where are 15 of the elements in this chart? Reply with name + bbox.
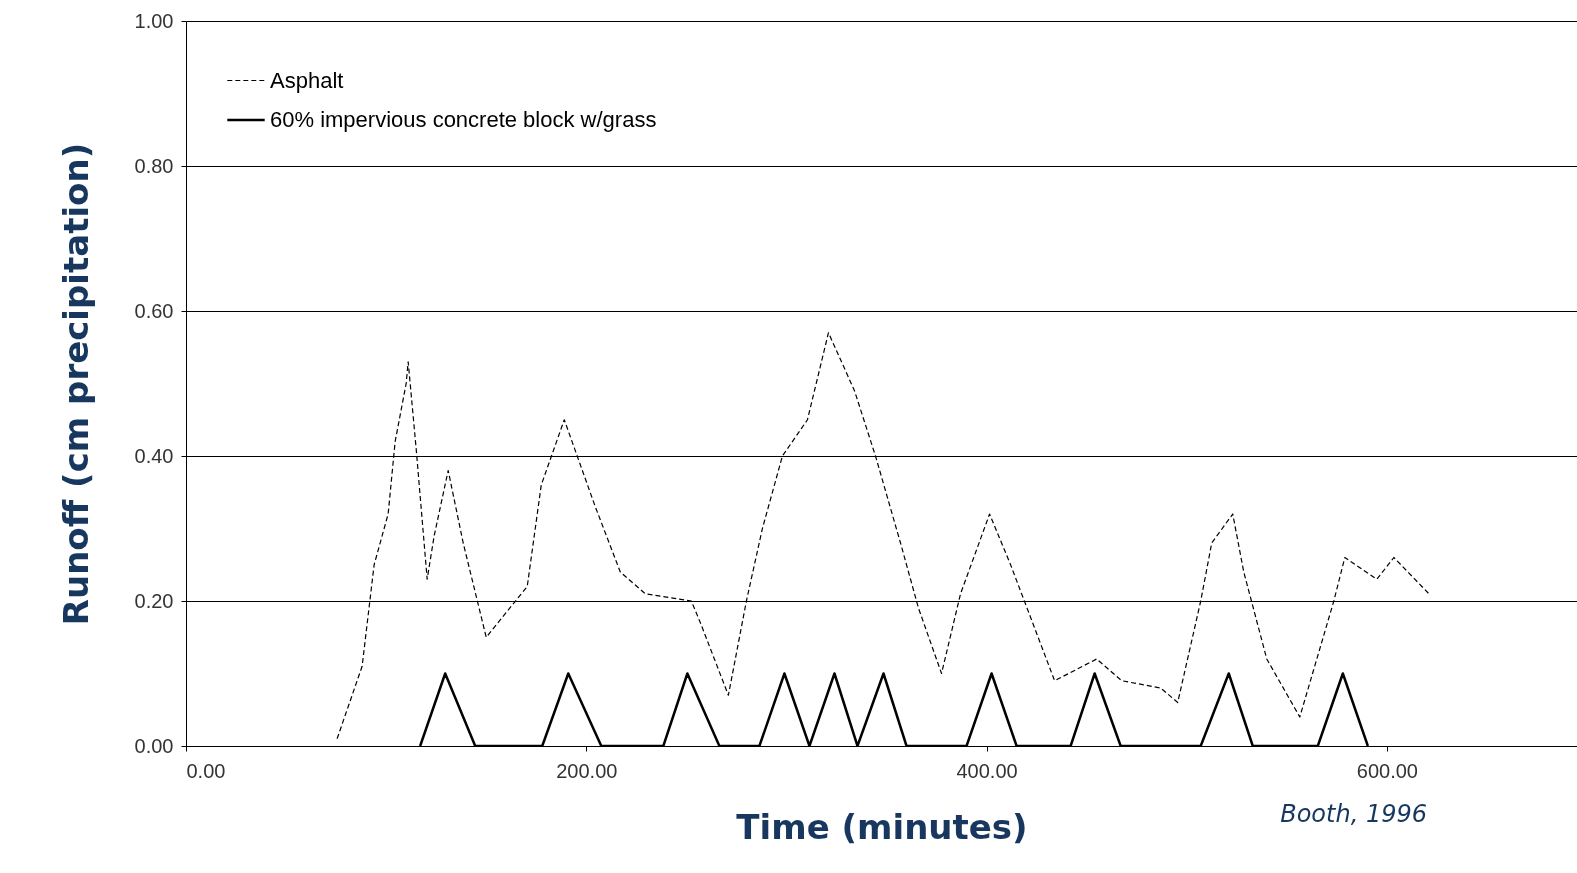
y-tick-label: 0.40 [134,444,174,467]
x-tick-label: 400.00 [956,759,1018,782]
y-tick-label: 0.20 [134,589,174,612]
legend-label: 60% impervious concrete block w/grass [270,107,657,132]
text: Booth, 1996 [1280,800,1427,828]
legend-label: Asphalt [270,67,344,93]
y-axis-title: Runoff (cm precipitation) [55,142,96,626]
y-tick-label: 0.80 [134,154,174,177]
x-tick-label: 600.00 [1356,759,1418,782]
y-tick-label: 0.60 [134,299,174,322]
x-axis-title: Time (minutes) [736,806,1028,847]
y-tick-label: 0.00 [134,734,174,757]
y-tick-label: 1.00 [134,9,174,32]
x-tick-label: 0.00 [186,759,226,782]
x-tick-label: 200.00 [556,759,618,782]
